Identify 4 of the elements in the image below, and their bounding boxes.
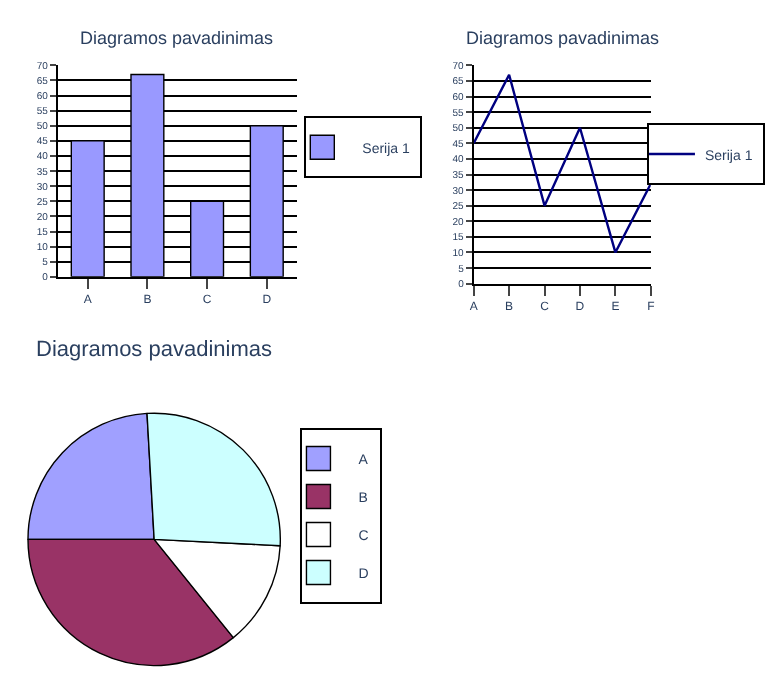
chart-title: Diagramos pavadinimas [36, 338, 273, 362]
chart-title: Diagramos pavadinimas [80, 28, 275, 48]
line-series [473, 73, 651, 254]
chart-title: Diagramos pavadinimas [466, 28, 661, 48]
